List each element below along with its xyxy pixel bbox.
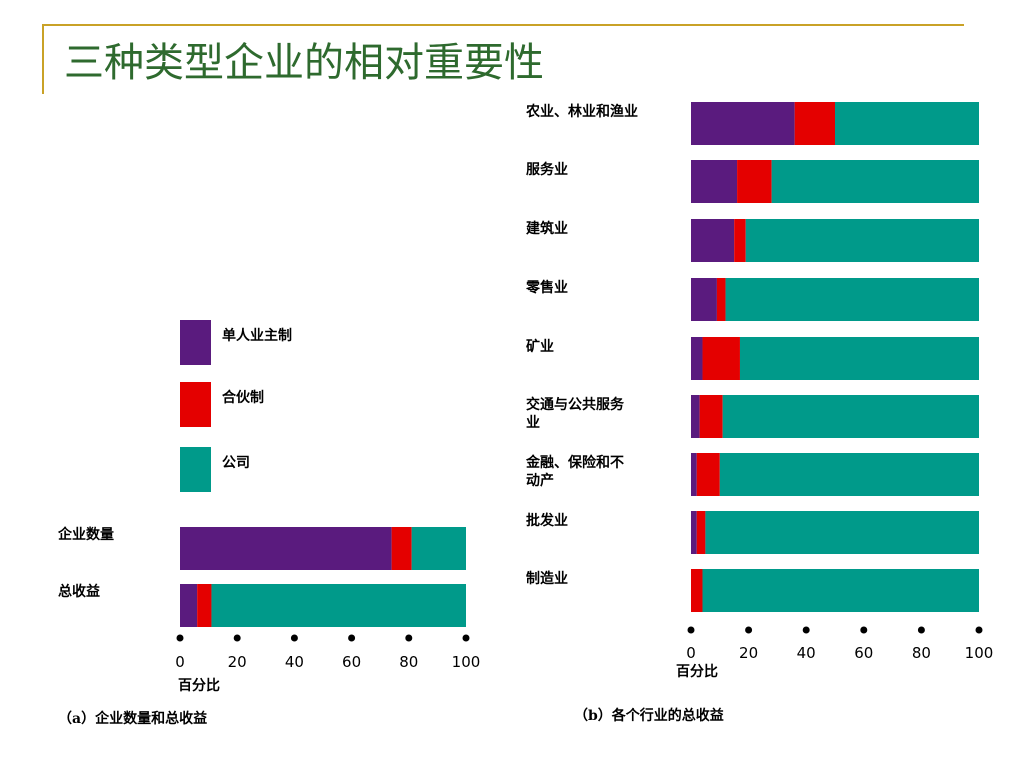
axis-dot-2-2	[745, 626, 753, 634]
bar-2-7-s3	[719, 453, 979, 496]
axis-dot-2-5	[917, 626, 925, 634]
axis-dot-2-1	[687, 626, 695, 634]
category-label-2-4: 零售业	[525, 279, 568, 296]
bar-2-3-s2	[734, 219, 746, 262]
bar-2-6-s1	[691, 395, 700, 438]
category-label-2-3: 建筑业	[526, 220, 568, 237]
bar-2-8-s2	[696, 511, 706, 554]
chart-caption-2: （b）各个行业的总收益	[574, 707, 724, 724]
title-rule-left	[42, 24, 44, 94]
bar-2-6-s2	[699, 395, 723, 438]
tick-label-1-5: 80	[399, 653, 418, 671]
tick-label-2-4: 60	[854, 644, 873, 662]
bar-2-4-s1	[691, 278, 717, 321]
tick-label-2-6: 100	[965, 644, 994, 662]
axis-dot-1-4	[348, 634, 356, 642]
bar-2-3-s3	[745, 219, 979, 262]
legend-swatch-1	[180, 320, 211, 365]
tick-label-1-1: 0	[175, 653, 185, 671]
bar-2-5-s3	[739, 337, 979, 380]
bar-2-8-s1	[691, 511, 697, 554]
category-label-2-1: 农业、林业和渔业	[525, 103, 638, 120]
axis-dot-1-6	[462, 634, 470, 642]
bar-1-2-s2	[197, 584, 212, 627]
axis-dot-1-3	[290, 634, 298, 642]
legend-swatch-3	[180, 447, 211, 492]
bar-2-6-s3	[722, 395, 979, 438]
legend-swatch-2	[180, 382, 211, 427]
bar-2-2-s2	[737, 160, 772, 203]
x-axis-label-1: 百分比	[178, 677, 220, 694]
x-axis-label-2: 百分比	[676, 663, 718, 680]
bar-2-9-s3	[702, 569, 979, 612]
bar-1-1-s2	[391, 527, 412, 570]
axis-dot-2-6	[975, 626, 983, 634]
category-label-2-7-line1: 金融、保险和不	[525, 454, 624, 471]
axis-dot-1-5	[405, 634, 413, 642]
bar-1-2-s1	[180, 584, 198, 627]
bar-2-2-s1	[691, 160, 738, 203]
legend-label-3: 公司	[222, 455, 250, 471]
title-rule-top	[42, 24, 964, 26]
category-label-1-2: 总收益	[58, 583, 100, 600]
bar-1-1-s1	[180, 527, 392, 570]
tick-label-2-3: 40	[797, 644, 816, 662]
bar-2-4-s2	[716, 278, 726, 321]
bar-2-7-s1	[691, 453, 697, 496]
category-label-2-6-line1: 交通与公共服务	[526, 396, 625, 413]
category-label-2-7-line2: 动产	[526, 472, 554, 489]
bar-2-4-s3	[725, 278, 979, 321]
legend-label-1: 单人业主制	[222, 327, 292, 344]
category-label-1-1: 企业数量	[57, 526, 114, 543]
bar-2-5-s1	[691, 337, 703, 380]
axis-dot-1-2	[233, 634, 241, 642]
bar-2-1-s1	[691, 102, 795, 145]
tick-label-1-2: 20	[228, 653, 247, 671]
slide-title: 三种类型企业的相对重要性	[64, 40, 544, 86]
tick-label-2-2: 20	[739, 644, 758, 662]
category-label-2-6-line2: 业	[526, 415, 540, 431]
category-label-2-9: 制造业	[526, 570, 568, 587]
bar-2-3-s1	[691, 219, 735, 262]
category-label-2-2: 服务业	[526, 161, 568, 178]
bar-2-8-s3	[705, 511, 979, 554]
bar-2-2-s3	[771, 160, 979, 203]
tick-label-1-4: 60	[342, 653, 361, 671]
chart-caption-1: （a）企业数量和总收益	[58, 710, 207, 727]
tick-label-1-3: 40	[285, 653, 304, 671]
bar-2-1-s2	[794, 102, 835, 145]
bar-2-1-s3	[835, 102, 979, 145]
axis-dot-2-4	[860, 626, 868, 634]
bar-2-9-s2	[691, 569, 703, 612]
bar-1-1-s3	[411, 527, 466, 570]
axis-dot-2-3	[802, 626, 810, 634]
tick-label-1-6: 100	[452, 653, 481, 671]
tick-label-2-1: 0	[686, 644, 696, 662]
bar-1-2-s3	[211, 584, 466, 627]
legend-label-2: 合伙制	[222, 389, 264, 406]
tick-label-2-5: 80	[912, 644, 931, 662]
bar-2-5-s2	[702, 337, 740, 380]
axis-dot-1-1	[176, 634, 184, 642]
category-label-2-5: 矿业	[526, 338, 554, 355]
category-label-2-8: 批发业	[526, 512, 568, 529]
bar-2-7-s2	[696, 453, 720, 496]
